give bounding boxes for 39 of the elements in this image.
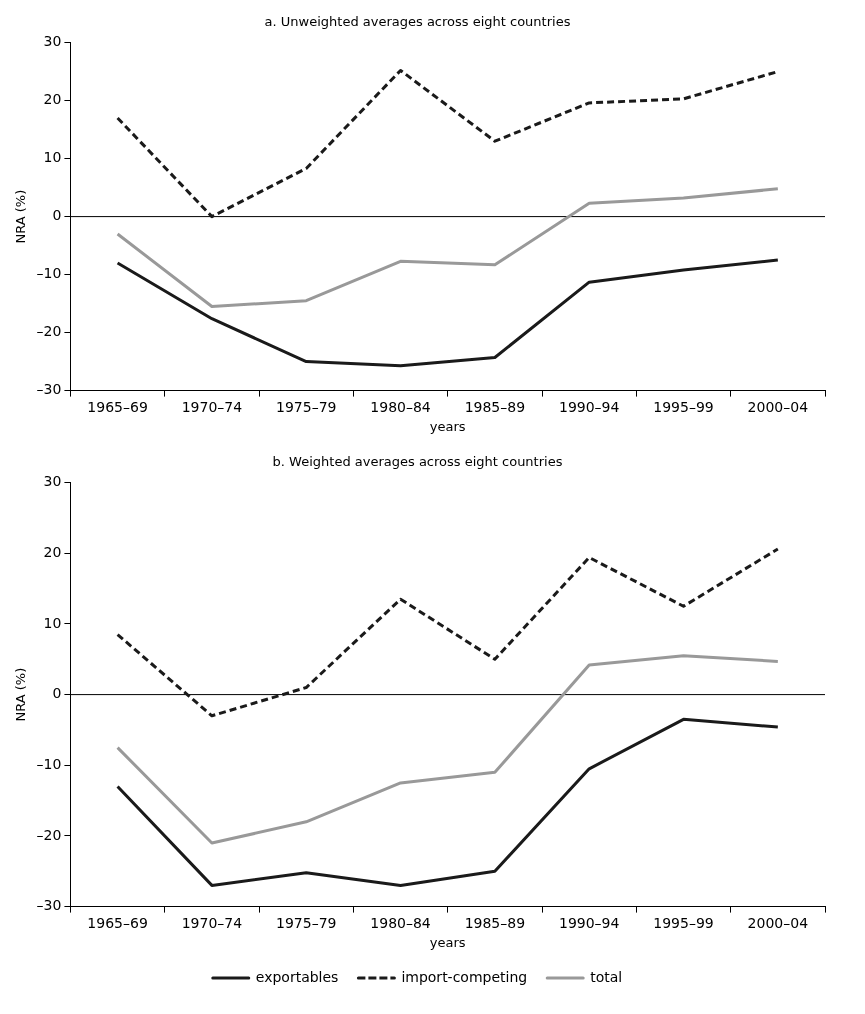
y-tick-label: 20 [43,543,62,560]
y-tick-label: –30 [36,897,62,914]
x-tick-label: 1985–89 [464,914,526,931]
x-tick-label: 1995–99 [653,398,714,415]
x-tick-label: 2000–04 [747,398,809,415]
y-tick-label: –20 [36,323,62,340]
x-tick-label: 1980–84 [370,914,431,931]
y-tick-label: –30 [36,381,62,398]
y-tick-label: –20 [36,826,62,843]
x-axis-title: years [429,418,466,434]
x-tick-label: 1995–99 [653,914,714,931]
legend-label: total [590,968,623,985]
y-axis-title: NRA (%) [13,189,29,244]
y-tick-label: 0 [52,685,62,702]
y-tick-label: 10 [43,614,62,631]
y-axis-title: NRA (%) [13,667,29,722]
y-tick-label: –10 [36,755,62,772]
x-tick-label: 2000–04 [747,914,809,931]
x-tick-label: 1970–74 [181,914,243,931]
x-tick-label: 1970–74 [181,398,243,415]
x-tick-label: 1980–84 [370,398,431,415]
chart-title: b. Weighted averages across eight countries [272,454,563,470]
x-tick-label: 1990–94 [558,914,620,931]
y-tick-label: 30 [43,473,62,490]
x-axis-title: years [429,934,466,950]
chart-title: a. Unweighted averages across eight countries [264,14,571,30]
y-tick-label: 30 [43,33,62,50]
y-tick-label: –10 [36,265,62,282]
x-tick-label: 1985–89 [464,398,526,415]
y-tick-label: 10 [43,149,62,166]
y-tick-label: 0 [52,207,62,224]
legend-label: import-competing [401,968,528,985]
x-tick-label: 1965–69 [87,914,148,931]
y-tick-label: 20 [43,91,62,108]
x-tick-label: 1965–69 [87,398,148,415]
legend-label: exportables [255,968,339,985]
x-tick-label: 1975–79 [276,398,337,415]
x-tick-label: 1990–94 [558,398,620,415]
x-tick-label: 1975–79 [276,914,337,931]
